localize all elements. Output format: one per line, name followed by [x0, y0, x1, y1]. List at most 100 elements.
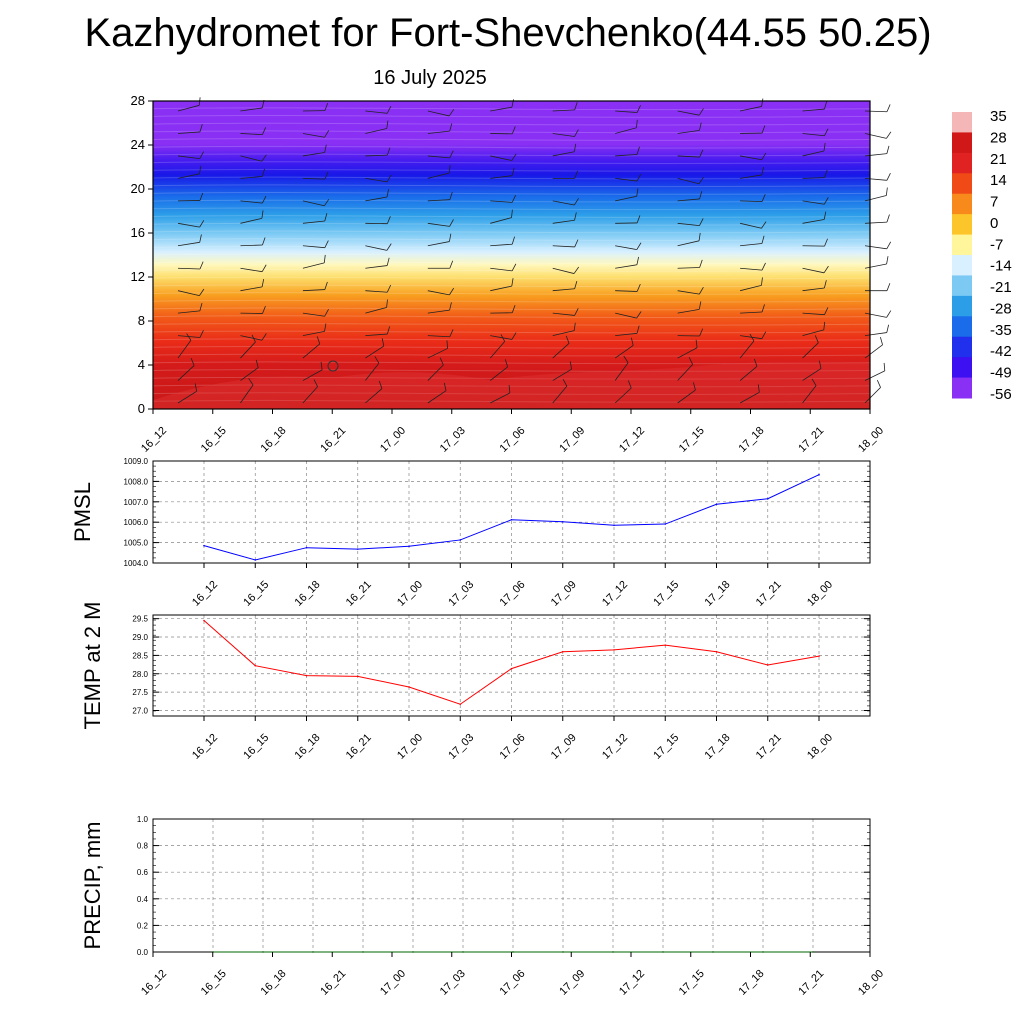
wind-barb-flag	[698, 176, 704, 184]
x-tick-label: 17_12	[617, 968, 647, 998]
wind-barb-flag	[761, 152, 767, 160]
wind-barb	[677, 267, 700, 269]
wind-barb	[615, 312, 637, 319]
isoline	[152, 353, 871, 357]
wind-barb	[302, 386, 318, 404]
data-point	[762, 951, 764, 953]
wind-barb-flag	[386, 147, 391, 156]
wind-barb-flag	[511, 236, 515, 245]
isoline	[152, 230, 871, 234]
data-point	[715, 503, 718, 506]
isoline	[152, 238, 871, 241]
wind-barb-flag	[386, 106, 392, 114]
y-tick-label: 1009.0	[124, 457, 149, 466]
data-point	[766, 497, 769, 500]
isoline	[152, 253, 871, 257]
y-tick-label: 0.0	[137, 948, 149, 957]
wind-barb-flag	[324, 240, 329, 248]
wind-barb	[802, 368, 822, 381]
wind-barb-flag	[824, 128, 829, 136]
wind-barb	[864, 195, 887, 202]
data-point	[408, 686, 410, 688]
data-point	[712, 951, 714, 953]
page-subtitle: 16 July 2025	[373, 67, 486, 89]
wind-barb-flag	[636, 119, 638, 128]
wind-barb-flag	[636, 325, 640, 334]
wind-barb	[302, 343, 321, 359]
isoline	[152, 269, 871, 272]
data-point	[664, 644, 667, 646]
wind-barb	[552, 200, 575, 206]
data-point	[766, 664, 769, 666]
wind-barb	[427, 110, 450, 117]
y-tick-label: 1008.0	[124, 477, 149, 486]
x-tick-label: 16_21	[344, 732, 374, 762]
x-tick-label: 17_21	[796, 425, 826, 455]
wind-barb-flag	[386, 216, 391, 224]
wind-barb	[240, 286, 263, 292]
wind-barb-flag	[698, 232, 701, 241]
wind-barb-flag	[876, 379, 881, 388]
wind-barb-flag	[761, 194, 766, 202]
wind-barb-flag	[699, 218, 704, 226]
wind-barb	[302, 369, 323, 381]
isoline	[152, 115, 871, 118]
isoline	[152, 299, 871, 303]
wind-barb	[864, 370, 885, 381]
wind-barb-flag	[324, 130, 330, 138]
wind-barb-flag	[448, 165, 451, 174]
wind-barb-flag	[699, 149, 704, 158]
isoline	[152, 107, 871, 111]
wind-barb	[677, 389, 696, 404]
wind-barb-flag	[573, 322, 576, 331]
y-tick-label: 29.5	[132, 615, 148, 624]
wind-barb	[677, 290, 700, 295]
wind-barb	[802, 177, 825, 179]
wind-barb	[677, 130, 700, 134]
wind-barb	[552, 151, 575, 157]
wind-barb-flag	[886, 145, 890, 154]
wind-barb	[552, 133, 575, 137]
colorbar-swatch	[952, 132, 972, 154]
wind-barb	[302, 133, 325, 138]
wind-barb	[240, 384, 254, 404]
data-point	[664, 523, 667, 525]
wind-barb-flag	[448, 109, 455, 117]
y-tick-label: 27.0	[132, 706, 148, 715]
wind-barb	[365, 290, 388, 293]
colorbar-swatch	[952, 336, 972, 358]
isoline	[152, 338, 871, 342]
wind-barb	[490, 366, 508, 381]
wind-barb	[739, 340, 755, 359]
data-point	[561, 520, 564, 523]
wind-barb	[802, 287, 825, 292]
wind-barb-flag	[886, 324, 890, 333]
x-tick-label: 17_12	[600, 579, 630, 609]
x-tick-label: 17_21	[754, 579, 784, 609]
data-point	[613, 524, 615, 527]
wind-barb-flag	[386, 174, 392, 183]
wind-barb-flag	[823, 265, 829, 274]
wind-barb-flag	[511, 153, 517, 161]
colorbar-swatch	[952, 255, 972, 276]
x-tick-label: 17_18	[737, 425, 767, 455]
wind-barb-flag	[699, 259, 703, 268]
wind-barb-flag	[886, 104, 891, 112]
wind-barb	[677, 110, 700, 116]
wind-barb	[552, 288, 575, 292]
wind-barb	[365, 110, 388, 114]
colorbar-label: -28	[990, 300, 1012, 317]
wind-barb-flag	[693, 382, 696, 391]
wind-barb-flag	[262, 305, 266, 314]
wind-barb-flag	[261, 333, 267, 341]
isoline	[152, 322, 871, 326]
plot-frame	[152, 818, 871, 953]
wind-barb-flag	[199, 261, 204, 270]
wind-barb	[802, 342, 819, 359]
data-point	[305, 674, 308, 677]
wind-barb-flag	[749, 333, 755, 342]
wind-barb-flag	[562, 378, 568, 387]
isoline	[152, 161, 871, 164]
wind-barb-flag	[574, 239, 579, 248]
wind-barb-flag	[824, 101, 828, 110]
